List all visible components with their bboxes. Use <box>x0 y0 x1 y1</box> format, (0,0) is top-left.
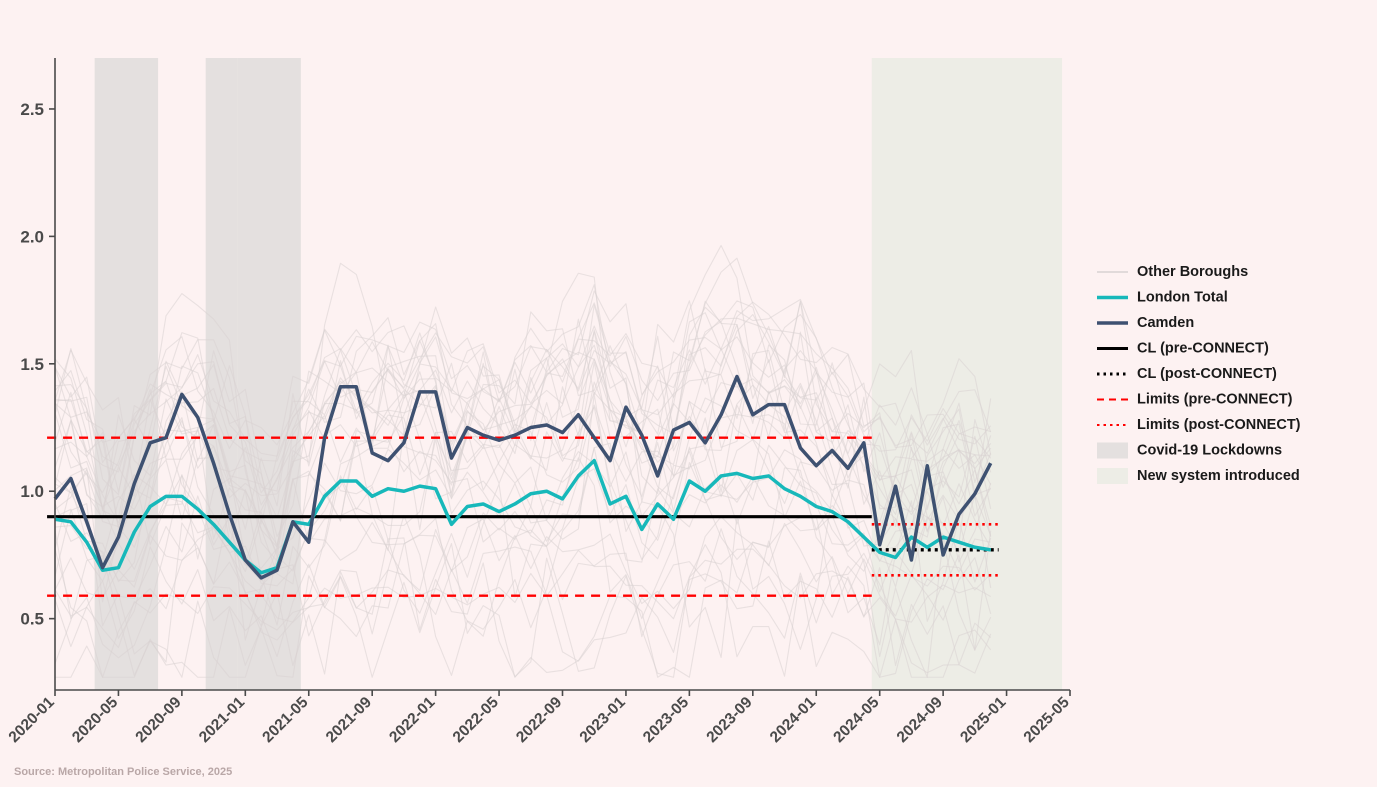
camden-line <box>53 374 993 580</box>
other-borough-line <box>54 306 992 545</box>
other-borough-line <box>54 262 992 550</box>
other-borough-line <box>55 515 992 678</box>
source-note: Source: Metropolitan Police Service, 202… <box>14 766 233 778</box>
y-tick-label: 1.0 <box>20 482 44 501</box>
other-borough-line <box>54 390 992 585</box>
legend-item[interactable]: Other Boroughs <box>1097 264 1248 280</box>
y-tick-label: 2.0 <box>20 227 44 246</box>
other-borough-line <box>54 329 991 566</box>
legend-label: Covid-19 Lockdowns <box>1137 442 1282 458</box>
legend-label: Camden <box>1137 315 1194 331</box>
y-tick-label: 0.5 <box>20 610 44 629</box>
other-borough-line <box>54 284 992 538</box>
legend-label: Limits (post-CONNECT) <box>1137 417 1301 433</box>
other-borough-line <box>54 527 992 678</box>
legend-item[interactable]: Limits (post-CONNECT) <box>1097 417 1301 433</box>
legend-item[interactable]: CL (post-CONNECT) <box>1097 366 1277 382</box>
legend-item[interactable]: CL (pre-CONNECT) <box>1097 340 1269 356</box>
other-borough-line <box>54 302 992 473</box>
legend-item[interactable]: London Total <box>1097 289 1228 305</box>
other-borough-line <box>54 548 991 649</box>
legend-swatch <box>1097 442 1128 459</box>
legend-item[interactable]: New system introduced <box>1097 468 1300 484</box>
legend-item[interactable]: Limits (pre-CONNECT) <box>1097 391 1293 407</box>
other-borough-line <box>54 438 992 627</box>
legend-item[interactable]: Covid-19 Lockdowns <box>1097 442 1282 459</box>
other-borough-line <box>54 457 992 659</box>
other-borough-line <box>54 537 992 678</box>
legend-label: Limits (pre-CONNECT) <box>1137 391 1293 407</box>
legend-item[interactable]: Camden <box>1097 315 1194 331</box>
other-borough-line <box>54 516 992 641</box>
legend-label: Other Boroughs <box>1137 264 1248 280</box>
other-borough-line <box>54 404 991 582</box>
london-total-line <box>54 458 991 575</box>
lockdown-band <box>94 58 159 690</box>
legend-label: CL (post-CONNECT) <box>1137 366 1277 382</box>
other-borough-line <box>54 317 992 467</box>
legend-label: New system introduced <box>1137 468 1300 484</box>
y-tick-label: 2.5 <box>20 100 44 119</box>
y-tick-label: 1.5 <box>20 355 44 374</box>
legend-label: CL (pre-CONNECT) <box>1137 340 1269 356</box>
new-system-band <box>871 58 1063 690</box>
other-borough-line <box>54 301 992 492</box>
legend-label: London Total <box>1137 289 1228 305</box>
legend-swatch <box>1097 468 1128 484</box>
other-borough-line <box>54 331 992 523</box>
other-borough-line <box>54 517 992 674</box>
